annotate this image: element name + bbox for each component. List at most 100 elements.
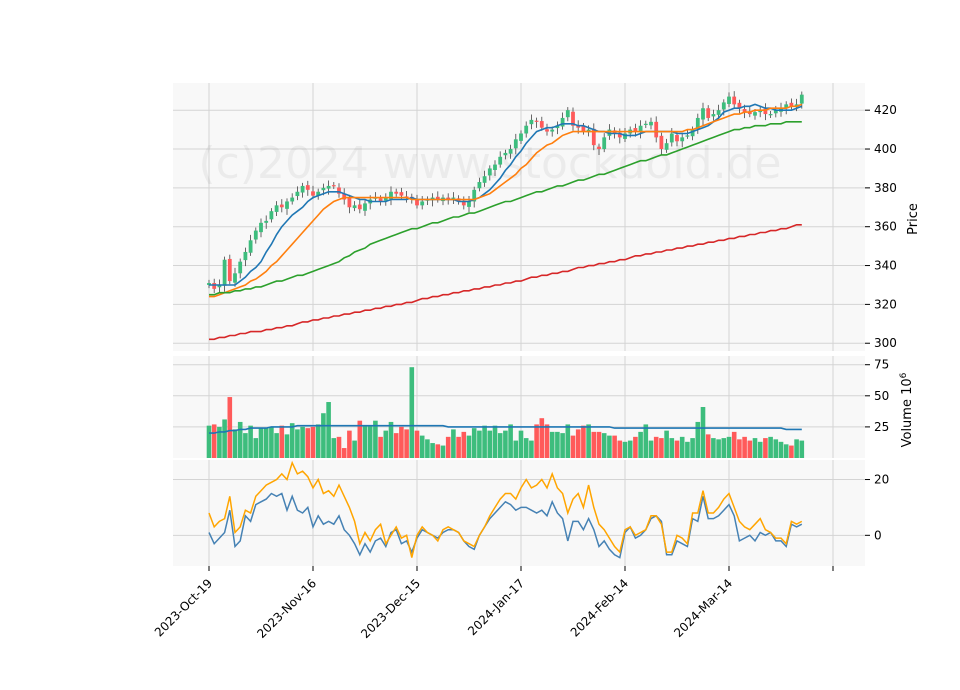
candle-up bbox=[503, 152, 508, 156]
volume-bar bbox=[404, 429, 409, 458]
candle-down bbox=[415, 199, 419, 206]
volume-bar bbox=[471, 428, 477, 458]
candle-up bbox=[477, 182, 482, 189]
volume-average-line bbox=[209, 424, 802, 434]
volume-bar bbox=[352, 440, 357, 458]
volume-bar bbox=[617, 440, 623, 458]
candle-up bbox=[389, 191, 393, 200]
candle-down bbox=[742, 109, 747, 113]
volume-bar bbox=[565, 424, 571, 458]
moving-average-line-2 bbox=[209, 103, 803, 298]
candle-down bbox=[763, 108, 768, 115]
volume-bar bbox=[627, 440, 633, 458]
price-tick-label: 300 bbox=[874, 336, 897, 350]
volume-bar bbox=[544, 424, 550, 458]
volume-bar bbox=[752, 438, 758, 458]
volume-bar bbox=[269, 426, 274, 458]
candle-down bbox=[539, 121, 544, 128]
candle-up bbox=[482, 176, 487, 183]
oscillator-panel bbox=[173, 460, 865, 566]
volume-axis-label: Volume 106 bbox=[899, 372, 915, 447]
volume-bar bbox=[393, 433, 399, 458]
volume-bar bbox=[607, 435, 612, 458]
volume-bar bbox=[419, 435, 425, 458]
candle-up bbox=[222, 259, 227, 286]
candle-up bbox=[513, 139, 518, 149]
candle-down bbox=[337, 187, 341, 194]
candle-down bbox=[378, 198, 383, 202]
volume-bar bbox=[300, 426, 305, 458]
volume-bar bbox=[768, 436, 773, 458]
candle-up bbox=[472, 189, 477, 202]
price-tick-label: 380 bbox=[874, 181, 897, 195]
volume-bar bbox=[695, 421, 701, 458]
candle-up bbox=[295, 191, 300, 197]
x-tick-label: 2024-Mar-14 bbox=[671, 576, 735, 640]
candle-up bbox=[519, 133, 523, 141]
candle-up bbox=[669, 133, 674, 143]
candle-down bbox=[212, 283, 217, 289]
volume-bar bbox=[721, 438, 727, 458]
volume-bar bbox=[258, 428, 264, 458]
volume-bar bbox=[482, 425, 487, 458]
volume-bar bbox=[477, 430, 482, 458]
volume-bar bbox=[508, 424, 513, 458]
volume-bar bbox=[206, 425, 212, 458]
volume-bar bbox=[237, 421, 243, 458]
candle-up bbox=[727, 96, 731, 104]
volume-bar bbox=[534, 424, 539, 458]
volume-bar bbox=[388, 421, 394, 458]
price-tick-label: 320 bbox=[874, 297, 897, 311]
volume-bar bbox=[456, 436, 461, 458]
volume-bar bbox=[601, 433, 607, 458]
volume-bar bbox=[789, 445, 794, 458]
volume-bar bbox=[315, 424, 321, 458]
price-tick-label: 340 bbox=[874, 259, 897, 273]
candle-up bbox=[602, 137, 607, 150]
candle-up bbox=[285, 201, 289, 209]
volume-bar bbox=[373, 420, 378, 458]
volume-bar bbox=[222, 419, 227, 458]
volume-bar bbox=[690, 438, 695, 458]
volume-bar bbox=[248, 425, 253, 458]
candle-down bbox=[357, 204, 362, 210]
candle-up bbox=[550, 129, 555, 132]
candle-up bbox=[649, 121, 653, 126]
candle-up bbox=[238, 261, 243, 274]
volume-bar bbox=[383, 430, 389, 458]
candle-down bbox=[545, 129, 549, 132]
volume-bar bbox=[451, 429, 456, 458]
volume-bar bbox=[648, 440, 654, 458]
volume-bar bbox=[503, 430, 508, 458]
candle-up bbox=[711, 114, 716, 117]
candle-up bbox=[493, 164, 497, 171]
volume-bar bbox=[726, 436, 732, 458]
x-tick-label: 2024-Feb-14 bbox=[568, 576, 631, 639]
candle-down bbox=[435, 196, 440, 200]
volume-bar bbox=[341, 448, 347, 458]
candle-up bbox=[300, 185, 305, 193]
volume-bar bbox=[284, 434, 290, 458]
volume-bar bbox=[227, 397, 233, 458]
volume-bar bbox=[523, 438, 529, 458]
candle-down bbox=[311, 191, 315, 196]
volume-bar bbox=[326, 402, 331, 458]
candle-up bbox=[758, 110, 763, 113]
candle-up bbox=[253, 230, 258, 240]
volume-bar bbox=[679, 436, 685, 458]
volume-bar bbox=[773, 439, 779, 458]
candle-up bbox=[721, 102, 726, 110]
candle-down bbox=[659, 135, 664, 150]
candle-up bbox=[420, 201, 425, 206]
volume-bar bbox=[586, 424, 591, 458]
volume-bar bbox=[321, 413, 326, 458]
volume-bar bbox=[253, 438, 259, 458]
candle-up bbox=[243, 251, 248, 261]
volume-bar bbox=[560, 433, 565, 458]
candle-up bbox=[207, 283, 211, 285]
volume-bar bbox=[279, 425, 285, 458]
candle-up bbox=[233, 273, 237, 283]
volume-bar bbox=[435, 444, 441, 458]
candle-down bbox=[576, 125, 581, 128]
